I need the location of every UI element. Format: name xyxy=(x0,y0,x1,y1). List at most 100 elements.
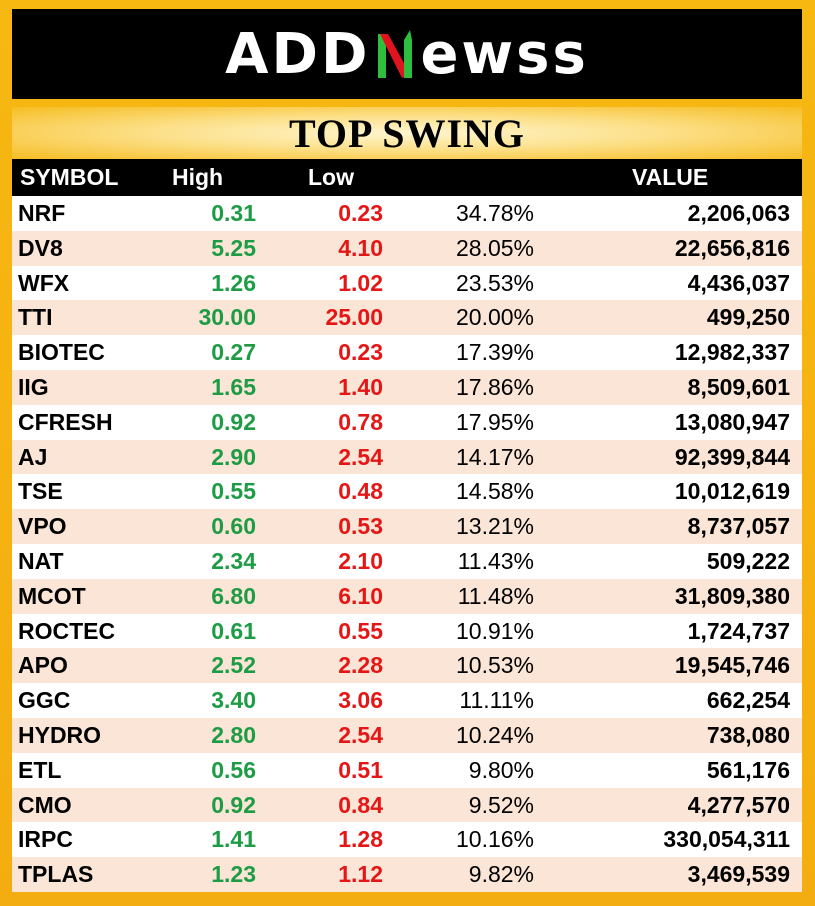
symbol-cell: TPLAS xyxy=(18,861,94,888)
low-cell: 2.54 xyxy=(338,721,383,748)
low-cell: 2.28 xyxy=(338,652,383,679)
low-cell: 1.40 xyxy=(338,373,383,400)
table-row: ROCTEC 0.61 0.55 10.91% 1,724,737 xyxy=(12,613,802,649)
low-cell: 1.12 xyxy=(338,861,383,888)
high-cell: 0.61 xyxy=(211,617,256,644)
percent-cell: 28.05% xyxy=(455,234,534,261)
high-cell: 0.92 xyxy=(211,408,256,435)
brand-logo: ADD ewss xyxy=(225,22,589,87)
symbol-cell: MCOT xyxy=(18,582,86,609)
table-row: GGC 3.40 3.06 11.11% 662,254 xyxy=(12,683,802,718)
low-cell: 6.10 xyxy=(338,582,383,609)
high-cell: 2.90 xyxy=(211,443,256,470)
table-row: CMO 0.92 0.84 9.52% 4,277,570 xyxy=(12,787,802,823)
header-symbol: SYMBOL xyxy=(20,164,119,190)
symbol-cell: GGC xyxy=(18,687,71,714)
high-cell: 0.60 xyxy=(211,513,256,540)
table-row: TPLAS 1.23 1.12 9.82% 3,469,539 xyxy=(12,857,802,892)
table-row: MCOT 6.80 6.10 11.48% 31,809,380 xyxy=(12,578,802,614)
low-cell: 0.48 xyxy=(338,478,383,505)
value-cell: 13,080,947 xyxy=(674,408,790,435)
logo-text-right: ewss xyxy=(420,21,589,87)
low-cell: 0.55 xyxy=(338,617,383,644)
logo-text-left: ADD xyxy=(225,21,371,87)
table-row: NAT 2.34 2.10 11.43% 509,222 xyxy=(12,543,802,579)
symbol-cell: HYDRO xyxy=(18,721,102,748)
value-cell: 10,012,619 xyxy=(674,478,790,505)
high-cell: 1.65 xyxy=(211,373,256,400)
percent-cell: 9.82% xyxy=(468,861,534,888)
value-cell: 2,206,063 xyxy=(687,200,790,226)
value-cell: 8,737,057 xyxy=(687,513,790,540)
percent-cell: 20.00% xyxy=(455,304,534,331)
low-cell: 0.53 xyxy=(338,513,383,540)
table-row: HYDRO 2.80 2.54 10.24% 738,080 xyxy=(12,717,802,753)
symbol-cell: WFX xyxy=(18,269,70,296)
symbol-cell: TSE xyxy=(18,478,63,505)
table-row: AJ 2.90 2.54 14.17% 92,399,844 xyxy=(12,439,802,475)
value-cell: 561,176 xyxy=(706,756,790,783)
table-row: VPO 0.60 0.53 13.21% 8,737,057 xyxy=(12,509,802,544)
table-row: APO 2.52 2.28 10.53% 19,545,746 xyxy=(12,648,802,684)
table-row: TSE 0.55 0.48 14.58% 10,012,619 xyxy=(12,474,802,510)
table-row: CFRESH 0.92 0.78 17.95% 13,080,947 xyxy=(12,404,802,440)
value-cell: 330,054,311 xyxy=(663,826,790,853)
high-cell: 2.34 xyxy=(211,547,256,574)
percent-cell: 10.16% xyxy=(455,826,534,853)
low-cell: 0.51 xyxy=(338,756,383,783)
low-cell: 0.23 xyxy=(338,200,383,226)
percent-cell: 9.80% xyxy=(468,756,534,783)
symbol-cell: AJ xyxy=(18,443,48,470)
percent-cell: 10.91% xyxy=(455,617,534,644)
high-cell: 0.31 xyxy=(211,200,256,226)
high-cell: 2.80 xyxy=(211,721,256,748)
value-cell: 4,277,570 xyxy=(687,791,790,818)
percent-cell: 34.78% xyxy=(455,200,534,226)
percent-cell: 11.48% xyxy=(457,582,534,609)
logo-n-mark-icon xyxy=(378,30,413,78)
value-cell: 92,399,844 xyxy=(674,443,790,470)
table-row: BIOTEC 0.27 0.23 17.39% 12,982,337 xyxy=(12,335,802,370)
low-cell: 2.54 xyxy=(338,443,383,470)
high-cell: 3.40 xyxy=(211,687,256,714)
symbol-cell: NAT xyxy=(18,547,64,574)
symbol-cell: ROCTEC xyxy=(18,617,116,644)
table-row: IIG 1.65 1.40 17.86% 8,509,601 xyxy=(12,369,802,405)
high-cell: 1.23 xyxy=(211,861,256,888)
low-cell: 1.02 xyxy=(338,269,383,296)
symbol-cell: TTI xyxy=(18,304,53,331)
symbol-cell: DV8 xyxy=(18,234,63,261)
high-cell: 0.92 xyxy=(211,791,256,818)
low-cell: 0.78 xyxy=(338,408,383,435)
high-cell: 0.27 xyxy=(211,339,256,366)
high-cell: 0.55 xyxy=(211,478,256,505)
symbol-cell: BIOTEC xyxy=(18,339,105,366)
value-cell: 662,254 xyxy=(706,687,790,714)
value-cell: 31,809,380 xyxy=(674,582,790,609)
table-row: IRPC 1.41 1.28 10.16% 330,054,311 xyxy=(12,822,802,858)
header-value: VALUE xyxy=(632,164,709,190)
value-cell: 738,080 xyxy=(706,721,790,748)
value-cell: 8,509,601 xyxy=(687,373,790,400)
value-cell: 499,250 xyxy=(706,304,790,331)
table-row: ETL 0.56 0.51 9.80% 561,176 xyxy=(12,752,802,788)
percent-cell: 9.52% xyxy=(468,791,534,818)
high-cell: 1.41 xyxy=(211,826,256,853)
percent-cell: 17.39% xyxy=(455,339,534,366)
symbol-cell: IIG xyxy=(18,373,49,400)
low-cell: 0.23 xyxy=(338,339,383,366)
logo-bar: ADD ewss xyxy=(12,9,802,99)
value-cell: 4,436,037 xyxy=(687,269,790,296)
value-cell: 509,222 xyxy=(706,547,790,574)
header-high: High xyxy=(172,164,224,190)
symbol-cell: CMO xyxy=(18,791,72,818)
symbol-cell: NRF xyxy=(18,200,66,226)
percent-cell: 10.53% xyxy=(455,652,534,679)
high-cell: 1.26 xyxy=(211,269,256,296)
symbol-cell: ETL xyxy=(18,756,62,783)
value-cell: 19,545,746 xyxy=(674,652,790,679)
table-row: TTI 30.00 25.00 20.00% 499,250 xyxy=(12,300,802,336)
table-header: SYMBOL High Low VALUE xyxy=(12,159,802,196)
low-cell: 3.06 xyxy=(338,687,383,714)
